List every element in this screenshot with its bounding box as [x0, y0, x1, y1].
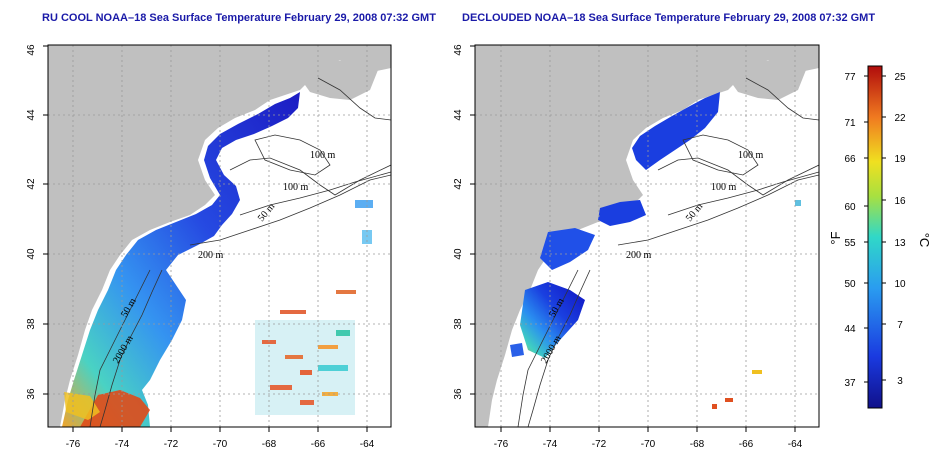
right-x-tick-label: -68 [690, 439, 705, 450]
left-isobaths [89, 77, 391, 427]
right-isobaths [517, 77, 819, 427]
right-y-tick-label: 42 [453, 178, 464, 190]
colorbar-fahrenheit-tick: 55 [844, 238, 856, 249]
right-y-axis: 36 38 40 42 44 46 [453, 44, 475, 400]
colorbar-celsius-tick: 10 [894, 279, 906, 290]
left-x-tick-label: -68 [262, 439, 277, 450]
right-x-tick-label: -64 [788, 439, 803, 450]
left-y-tick-label: 46 [26, 44, 37, 56]
right-y-tick-label: 44 [453, 109, 464, 121]
right-map-frame [474, 44, 820, 428]
colorbar-celsius-ticks: 25 22 19 16 13 10 7 3 [882, 72, 906, 387]
right-x-tick-label: -76 [494, 439, 509, 450]
right-isobath-label: 100 m [711, 182, 737, 193]
colorbar-fahrenheit-ticks: 77 71 66 60 55 50 44 37 [844, 72, 868, 389]
left-x-tick-label: -66 [311, 439, 326, 450]
left-y-tick-label: 42 [26, 178, 37, 190]
left-sst-coastal [62, 92, 300, 427]
colorbar-fahrenheit-label: °F [828, 231, 843, 244]
left-isobath-label: 100 m [283, 182, 309, 193]
right-y-tick-label: 38 [453, 318, 464, 330]
colorbar-gradient [867, 65, 883, 409]
right-y-tick-label: 46 [453, 44, 464, 56]
colorbar-fahrenheit-tick: 77 [844, 72, 856, 83]
left-x-tick-label: -76 [66, 439, 81, 450]
colorbar-celsius-tick: 7 [897, 320, 903, 331]
right-y-tick-label: 36 [453, 388, 464, 400]
left-x-tick-label: -70 [213, 439, 228, 450]
left-map: 100 m 100 m 50 m 200 m 50 m 2000 m -76 -… [26, 44, 392, 450]
colorbar-celsius-tick: 22 [894, 113, 906, 124]
colorbar-celsius-tick: 16 [894, 196, 906, 207]
left-grid [48, 45, 391, 427]
right-map: 100 m 100 m 50 m 200 m 50 m 2000 m -76 -… [453, 44, 820, 450]
left-x-tick-label: -72 [164, 439, 179, 450]
left-y-tick-label: 38 [26, 318, 37, 330]
right-land [475, 45, 819, 427]
colorbar-fahrenheit-tick: 66 [844, 154, 856, 165]
colorbar-celsius-tick: 13 [894, 238, 906, 249]
right-isobath-label: 100 m [738, 150, 764, 161]
colorbar-celsius-tick: 19 [894, 154, 906, 165]
colorbar-fahrenheit-tick: 60 [844, 202, 856, 213]
left-x-tick-label: -74 [115, 439, 130, 450]
left-isobath-label: 200 m [198, 250, 224, 261]
right-x-axis: -76 -74 -72 -70 -68 -66 -64 [494, 427, 803, 450]
colorbar-fahrenheit-tick: 71 [844, 118, 856, 129]
left-y-tick-label: 40 [26, 248, 37, 260]
left-y-tick-label: 36 [26, 388, 37, 400]
left-y-axis: 36 38 40 42 44 46 [26, 44, 48, 400]
right-sst-speckles [712, 200, 801, 409]
left-y-tick-label: 44 [26, 109, 37, 121]
colorbar-celsius-tick: 25 [894, 72, 906, 83]
right-y-tick-label: 40 [453, 248, 464, 260]
colorbar-celsius-label: °C [917, 233, 932, 248]
right-sst-coastal [632, 92, 720, 170]
right-grid [475, 45, 819, 427]
right-x-tick-label: -66 [739, 439, 754, 450]
left-land [48, 45, 391, 427]
left-x-axis: -76 -74 -72 -70 -68 -66 -64 [66, 427, 375, 450]
left-x-tick-label: -64 [360, 439, 375, 450]
right-map-title: DECLOUDED NOAA–18 Sea Surface Temperatur… [462, 12, 876, 24]
left-isobath-label: 100 m [310, 150, 336, 161]
colorbar-fahrenheit-tick: 37 [844, 378, 856, 389]
colorbar-celsius-tick: 3 [897, 376, 903, 387]
left-map-title: RU COOL NOAA–18 Sea Surface Temperature … [42, 12, 436, 24]
colorbar-fahrenheit-tick: 44 [844, 324, 856, 335]
right-x-tick-label: -74 [543, 439, 558, 450]
colorbar: 77 71 66 60 55 50 44 37 25 22 19 16 13 1… [828, 65, 932, 409]
right-x-tick-label: -70 [641, 439, 656, 450]
colorbar-fahrenheit-tick: 50 [844, 279, 856, 290]
right-x-tick-label: -72 [592, 439, 607, 450]
right-isobath-label: 200 m [626, 250, 652, 261]
